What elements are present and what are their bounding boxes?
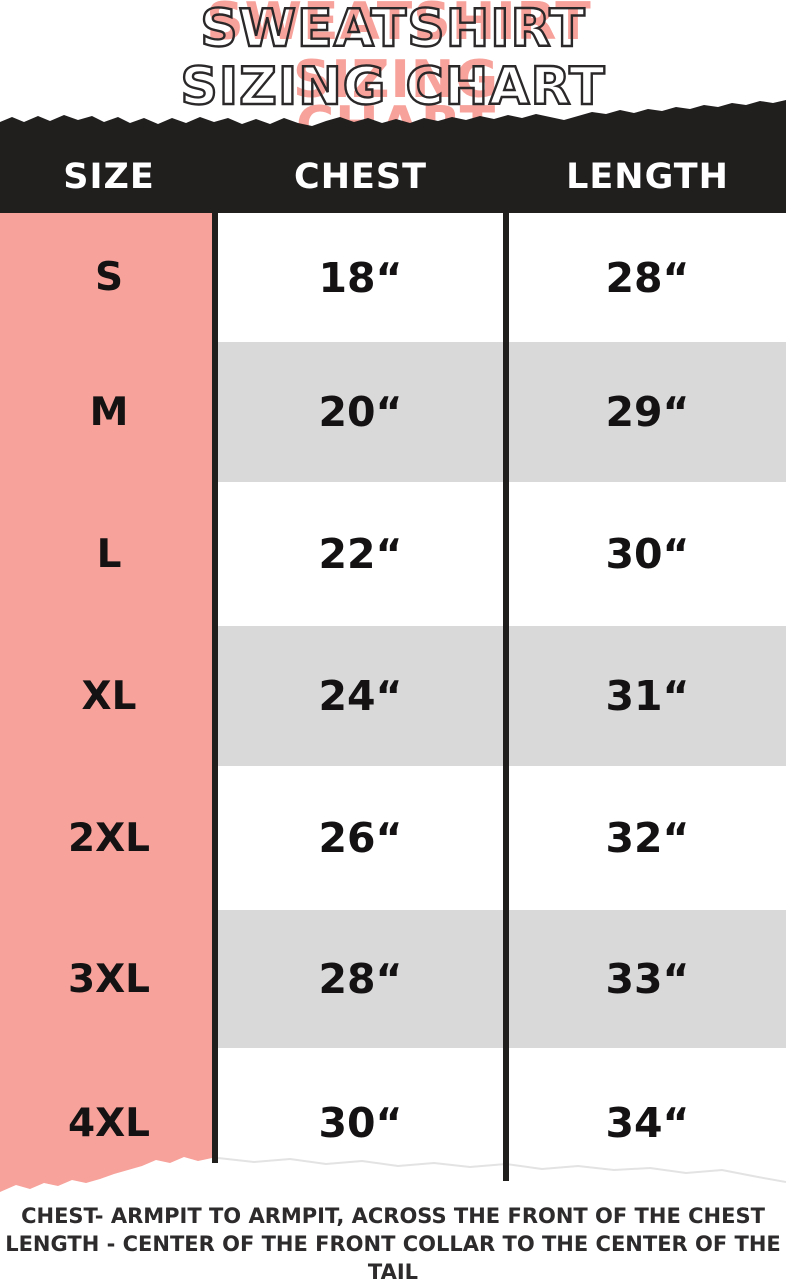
length-cell: 31“: [605, 672, 690, 720]
chest-cell: 30“: [318, 1099, 403, 1147]
title-line-1: SWEATSHIRT: [199, 0, 591, 56]
chest-cell: 20“: [318, 388, 403, 436]
table-row: 2XL 26“ 32“: [0, 766, 786, 910]
length-cell: 33“: [605, 955, 690, 1003]
size-cell: 3XL: [67, 956, 151, 1002]
length-cell: 30“: [605, 530, 690, 578]
measurement-notes: CHEST- ARMPIT TO ARMPIT, ACROSS THE FRON…: [0, 1202, 786, 1280]
size-cell: 2XL: [67, 815, 151, 861]
table-row: M 20“ 29“: [0, 342, 786, 482]
header-chest: CHEST: [294, 157, 427, 197]
length-cell: 29“: [605, 388, 690, 436]
header-size: SIZE: [63, 157, 155, 197]
size-cell: S: [94, 255, 124, 300]
table-row: XL 24“ 31“: [0, 626, 786, 766]
table-row: 3XL 28“ 33“: [0, 910, 786, 1048]
table-row: 4XL 30“ 34“: [0, 1048, 786, 1198]
column-divider-right: [503, 213, 509, 1181]
size-cell: XL: [81, 673, 137, 719]
table-header-row: SIZE CHEST LENGTH: [0, 141, 786, 213]
column-divider-left: [212, 213, 218, 1163]
chest-cell: 28“: [318, 955, 403, 1003]
chest-cell: 24“: [318, 672, 403, 720]
chest-cell: 26“: [318, 814, 403, 862]
length-cell: 34“: [605, 1099, 690, 1147]
size-column-background: [0, 213, 212, 1192]
stripe-row-m: [218, 342, 786, 482]
length-cell: 28“: [605, 253, 690, 302]
table-row: S 18“ 28“: [0, 213, 786, 342]
size-cell: L: [96, 531, 122, 577]
stripe-row-xl: [218, 626, 786, 766]
chest-cell: 22“: [318, 530, 403, 578]
header-length: LENGTH: [566, 157, 729, 197]
torn-paper-header-band: [0, 100, 786, 213]
note-chest: CHEST- ARMPIT TO ARMPIT, ACROSS THE FRON…: [21, 1204, 765, 1228]
size-cell: 4XL: [67, 1100, 151, 1146]
length-cell: 32“: [605, 814, 690, 862]
note-length: LENGTH - CENTER OF THE FRONT COLLAR TO T…: [5, 1232, 781, 1280]
size-cell: M: [89, 389, 129, 435]
table-row: L 22“ 30“: [0, 482, 786, 626]
stripe-row-3xl: [218, 910, 786, 1048]
chest-cell: 18“: [318, 253, 403, 302]
